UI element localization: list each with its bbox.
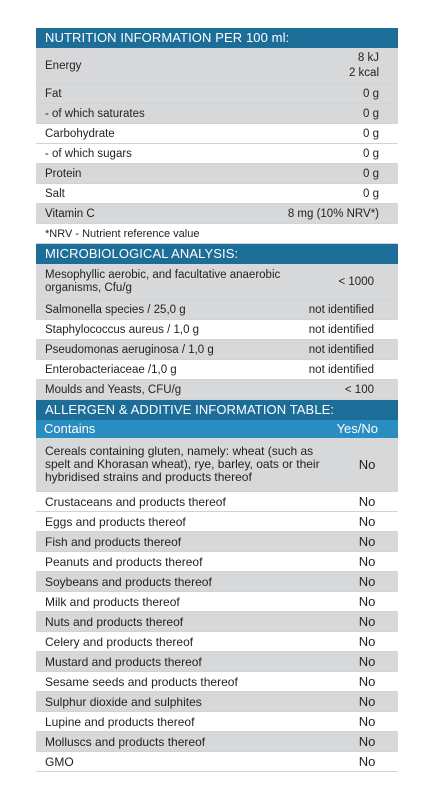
table-row: Sulphur dioxide and sulphites No: [36, 692, 398, 712]
table-row: Crustaceans and products thereof No: [36, 492, 398, 512]
table-row: Carbohydrate 0 g: [36, 124, 398, 144]
row-value: 8 kJ 2 kcal: [348, 51, 379, 79]
row-label: Fat: [45, 87, 62, 100]
row-value: not identified: [308, 323, 374, 336]
row-value: < 1000: [338, 275, 375, 288]
row-value: 0 g: [363, 107, 379, 120]
table-row: Vitamin C 8 mg (10% NRV*): [36, 204, 398, 224]
row-label: Staphylococcus aureus / 1,0 g: [45, 323, 200, 336]
row-label: Fish and products thereof: [45, 534, 182, 549]
row-value: No: [358, 514, 376, 529]
micro-table: Mesophyllic aerobic, and facultative ana…: [36, 264, 398, 400]
row-label: Peanuts and products thereof: [45, 554, 203, 569]
row-label: - of which saturates: [45, 107, 145, 120]
row-value: No: [358, 734, 376, 749]
allergen-header: ALLERGEN & ADDITIVE INFORMATION TABLE:: [36, 400, 398, 420]
row-value: No: [358, 614, 376, 629]
nutrition-header: NUTRITION INFORMATION PER 100 ml:: [36, 28, 398, 48]
table-row: Nuts and products thereof No: [36, 612, 398, 632]
row-label: Nuts and products thereof: [45, 614, 184, 629]
table-row: Staphylococcus aureus / 1,0 g not identi…: [36, 320, 398, 340]
row-value: No: [358, 714, 376, 729]
table-row: Enterobacteriaceae /1,0 g not identified: [36, 360, 398, 380]
row-value: not identified: [308, 303, 374, 316]
row-value: No: [358, 694, 376, 709]
row-value: No: [358, 554, 376, 569]
row-value: No: [358, 634, 376, 649]
table-row: Salmonella species / 25,0 g not identifi…: [36, 300, 398, 320]
row-value: No: [358, 534, 376, 549]
row-value: < 100: [344, 383, 374, 396]
table-row: Peanuts and products thereof No: [36, 552, 398, 572]
table-row: Eggs and products thereof No: [36, 512, 398, 532]
table-row: Soybeans and products thereof No: [36, 572, 398, 592]
row-value: No: [358, 574, 376, 589]
row-label: Mesophyllic aerobic, and facultative ana…: [45, 268, 281, 294]
nrv-footnote: *NRV - Nutrient reference value: [45, 227, 200, 240]
nutrition-table: Energy 8 kJ 2 kcal Fat 0 g - of which sa…: [36, 48, 398, 244]
row-label: Crustaceans and products thereof: [45, 494, 226, 509]
row-label: Sesame seeds and products thereof: [45, 674, 238, 689]
row-label: Carbohydrate: [45, 127, 115, 140]
table-row: GMO No: [36, 752, 398, 772]
table-row: Moulds and Yeasts, CFU/g < 100: [36, 380, 398, 400]
row-value: No: [358, 674, 376, 689]
row-value: 0 g: [363, 147, 379, 160]
row-label: Lupine and products thereof: [45, 714, 195, 729]
row-label: Mustard and products thereof: [45, 654, 202, 669]
row-label: GMO: [45, 754, 74, 769]
nutrition-label-sheet: NUTRITION INFORMATION PER 100 ml: Energy…: [36, 28, 398, 772]
row-label: Milk and products thereof: [45, 594, 180, 609]
table-row: - of which sugars 0 g: [36, 144, 398, 164]
contains-column-label: Contains: [44, 421, 96, 436]
row-value: No: [358, 494, 376, 509]
row-label: Enterobacteriaceae /1,0 g: [45, 363, 177, 376]
row-value: not identified: [308, 343, 374, 356]
row-value: 0 g: [363, 127, 379, 140]
row-label: Pseudomonas aeruginosa / 1,0 g: [45, 343, 214, 356]
table-row: Lupine and products thereof No: [36, 712, 398, 732]
row-label: Salt: [45, 187, 65, 200]
row-value: No: [358, 457, 376, 472]
table-row: Energy 8 kJ 2 kcal: [36, 48, 398, 84]
row-label: Vitamin C: [45, 207, 95, 220]
table-row: Cereals containing gluten, namely: wheat…: [36, 438, 398, 492]
row-value: No: [358, 594, 376, 609]
row-label: Energy: [45, 59, 82, 72]
row-value: 0 g: [363, 87, 379, 100]
table-row: Sesame seeds and products thereof No: [36, 672, 398, 692]
row-value: No: [358, 754, 376, 769]
table-row: Mustard and products thereof No: [36, 652, 398, 672]
row-value: 0 g: [363, 167, 379, 180]
table-row: Fat 0 g: [36, 84, 398, 104]
row-value: not identified: [308, 363, 374, 376]
table-row: Fish and products thereof No: [36, 532, 398, 552]
row-value: 8 mg (10% NRV*): [287, 207, 379, 220]
nrv-footnote-row: *NRV - Nutrient reference value: [36, 224, 398, 244]
table-row: Milk and products thereof No: [36, 592, 398, 612]
row-label: - of which sugars: [45, 147, 132, 160]
row-label: Protein: [45, 167, 82, 180]
row-label: Celery and products thereof: [45, 634, 194, 649]
row-label: Cereals containing gluten, namely: wheat…: [45, 444, 320, 484]
table-row: Protein 0 g: [36, 164, 398, 184]
row-label: Molluscs and products thereof: [45, 734, 206, 749]
row-label: Eggs and products thereof: [45, 514, 186, 529]
table-row: Celery and products thereof No: [36, 632, 398, 652]
table-row: Molluscs and products thereof No: [36, 732, 398, 752]
table-row: Salt 0 g: [36, 184, 398, 204]
allergen-table: Cereals containing gluten, namely: wheat…: [36, 438, 398, 772]
row-label: Moulds and Yeasts, CFU/g: [45, 383, 182, 396]
table-row: - of which saturates 0 g: [36, 104, 398, 124]
allergen-column-header: Contains Yes/No: [36, 420, 398, 438]
row-value: No: [358, 654, 376, 669]
table-row: Pseudomonas aeruginosa / 1,0 g not ident…: [36, 340, 398, 360]
row-value: 0 g: [363, 187, 379, 200]
table-row: Mesophyllic aerobic, and facultative ana…: [36, 264, 398, 300]
row-label: Salmonella species / 25,0 g: [45, 303, 186, 316]
row-label: Soybeans and products thereof: [45, 574, 212, 589]
row-label: Sulphur dioxide and sulphites: [45, 694, 202, 709]
micro-header: MICROBIOLOGICAL ANALYSIS:: [36, 244, 398, 264]
yes-no-column-label: Yes/No: [336, 421, 378, 436]
